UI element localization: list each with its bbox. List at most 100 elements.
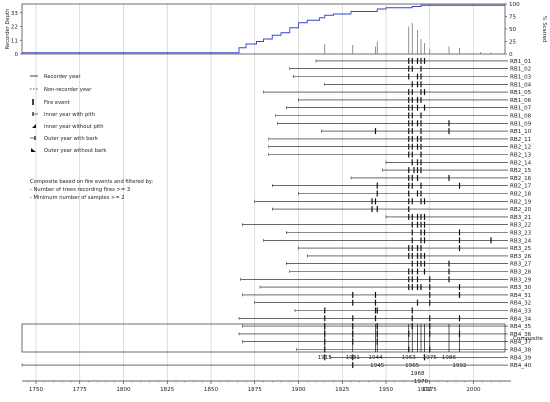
x-axis: 1750 1775 1800 1825 1850 1875 1900 1925 1950 1975… — [27, 381, 500, 393]
legend-item-recorder-line: Recorder year — [30, 74, 81, 80]
series-rb1-05: RB1_05 — [263, 89, 532, 96]
right-tick-label: 0 — [509, 52, 513, 58]
composite-label: Composite — [513, 336, 543, 342]
x-tick-label: 2000 — [466, 387, 481, 393]
series-rb4-31: RB4_31 — [242, 291, 532, 299]
composite-year-label: 1963 — [402, 355, 417, 361]
series-rb2-17: RB2_17 — [272, 182, 532, 190]
series-label: RB1_07 — [510, 106, 532, 112]
series-rb2-13: RB2_13 — [268, 151, 532, 159]
legend-item-inner-no-pith: Inner year without pith — [32, 124, 104, 130]
series-label: RB2_20 — [510, 207, 532, 213]
series-label: RB2_16 — [510, 176, 532, 182]
composite-panel: Composite 1915 1931 1944 1945 1963 1965 1968 19… — [318, 324, 543, 393]
series-rb4-39: RB4_39 — [324, 354, 532, 361]
series-rb2-14: RB2_14 — [385, 159, 532, 166]
recorder-depth-axis-label: Recorder Depth — [5, 9, 11, 50]
legend-label: Outer year without bark — [44, 148, 106, 154]
series-rb1-09: RB1_09 — [277, 120, 532, 127]
series-rb4-40: RB4_40 — [21, 362, 532, 369]
series-label: RB3_26 — [510, 254, 532, 260]
series-label: RB4_33 — [510, 309, 532, 315]
legend-item-outer-bark: Outer year with bark — [30, 136, 98, 142]
series-label: RB2_18 — [510, 192, 532, 198]
series-label: RB4_35 — [510, 324, 532, 330]
series-rb4-34: RB4_34 — [238, 315, 532, 322]
x-tick-label: 1800 — [116, 387, 131, 393]
legend-item-fire-event: Fire event — [32, 99, 70, 106]
series-rb2-20: RB2_20 — [272, 206, 532, 213]
left-tick-label: 22 — [11, 25, 18, 31]
legend: Recorder year Non-recorder year Fire event… — [30, 74, 153, 201]
right-tick-label: 25 — [509, 40, 517, 46]
series-rb4-33: RB4_33 — [294, 307, 532, 315]
series-rb2-12: RB2_12 — [268, 143, 531, 151]
series-label: RB3_25 — [510, 246, 532, 252]
series-rb2-18: RB2_18 — [298, 190, 532, 198]
legend-swatch — [31, 148, 36, 152]
summary-frame — [21, 3, 506, 55]
series-rb4-36: RB4_36 — [238, 330, 532, 338]
series-rb3-28: RB3_28 — [289, 268, 532, 276]
x-tick-label: 1850 — [204, 387, 219, 393]
series-rb4-38: RB4_38 — [296, 346, 532, 354]
series-label: RB3_28 — [510, 270, 532, 276]
composite-year-label: 1986 — [442, 355, 457, 361]
series-rb1-06: RB1_06 — [298, 96, 532, 104]
legend-swatch — [32, 124, 36, 128]
left-tick-label: 0 — [14, 52, 18, 58]
composite-note-line: - Minimum number of samples >= 2 — [30, 195, 125, 201]
composite-year-label: 1965 — [405, 363, 420, 369]
composite-year-label: 1968 — [410, 371, 425, 377]
legend-label: Fire event — [44, 100, 70, 106]
series-label: RB4_39 — [510, 355, 532, 361]
legend-item-outer-no-bark: Outer year without bark — [31, 148, 106, 154]
series-label: RB4_38 — [510, 348, 532, 354]
x-tick-label: 1775 — [73, 387, 88, 393]
series-label: RB1_08 — [510, 114, 532, 120]
series-rb3-25: RB3_25 — [298, 245, 532, 252]
composite-year-label: 1945 — [370, 363, 385, 369]
right-tick-label: 50 — [509, 27, 517, 33]
series-rb1-07: RB1_07 — [286, 104, 532, 112]
series-rb1-04: RB1_04 — [324, 81, 532, 88]
legend-label: Inner year with pith — [44, 112, 95, 118]
composite-note-line: Composite based on fire events and filte… — [30, 179, 153, 185]
composite-year-label: 1970 — [414, 379, 429, 385]
composite-year-label: 1975 — [423, 355, 438, 361]
right-tick-label: 75 — [509, 15, 517, 21]
series-label: RB3_24 — [510, 238, 532, 244]
right-tick-label: 100 — [509, 2, 520, 8]
composite-year-label: 1972 — [417, 387, 431, 393]
series-label: RB2_15 — [510, 168, 532, 174]
series-label: RB3_22 — [510, 223, 531, 229]
recorder-depth-line — [22, 4, 505, 54]
x-tick-label: 1950 — [379, 387, 394, 393]
series-label: RB3_23 — [510, 231, 532, 237]
series-label: RB2_14 — [510, 160, 532, 166]
legend-label: Non-recorder year — [44, 87, 92, 93]
series-label: RB3_21 — [510, 215, 532, 221]
series-label: RB1_04 — [510, 82, 532, 88]
series-label: RB4_31 — [510, 293, 532, 299]
x-tick-label: 1750 — [29, 387, 44, 393]
series-label: RB1_10 — [510, 129, 532, 135]
series-label: RB2_19 — [510, 199, 532, 205]
series-rb4-32: RB4_32 — [254, 299, 531, 307]
series-rb3-29: RB3_29 — [240, 276, 532, 283]
legend-label: Recorder year — [44, 74, 81, 80]
series-rb3-24: RB3_24 — [263, 237, 532, 244]
series-label: RB1_02 — [510, 67, 531, 73]
composite-year-label: 1915 — [318, 355, 333, 361]
percent-scarred-axis-label: % Scarred — [541, 16, 547, 42]
series-label: RB4_34 — [510, 316, 532, 322]
series-rb3-22: RB3_22 — [242, 221, 531, 229]
series-rb2-19: RB2_19 — [254, 198, 532, 205]
series-rb1-03: RB1_03 — [293, 73, 532, 81]
legend-item-nonrecorder-line: Non-recorder year — [30, 87, 92, 93]
series-rb2-11: RB2_11 — [268, 135, 532, 143]
x-tick-label: 1825 — [160, 387, 175, 393]
series-label: RB2_12 — [510, 145, 531, 151]
